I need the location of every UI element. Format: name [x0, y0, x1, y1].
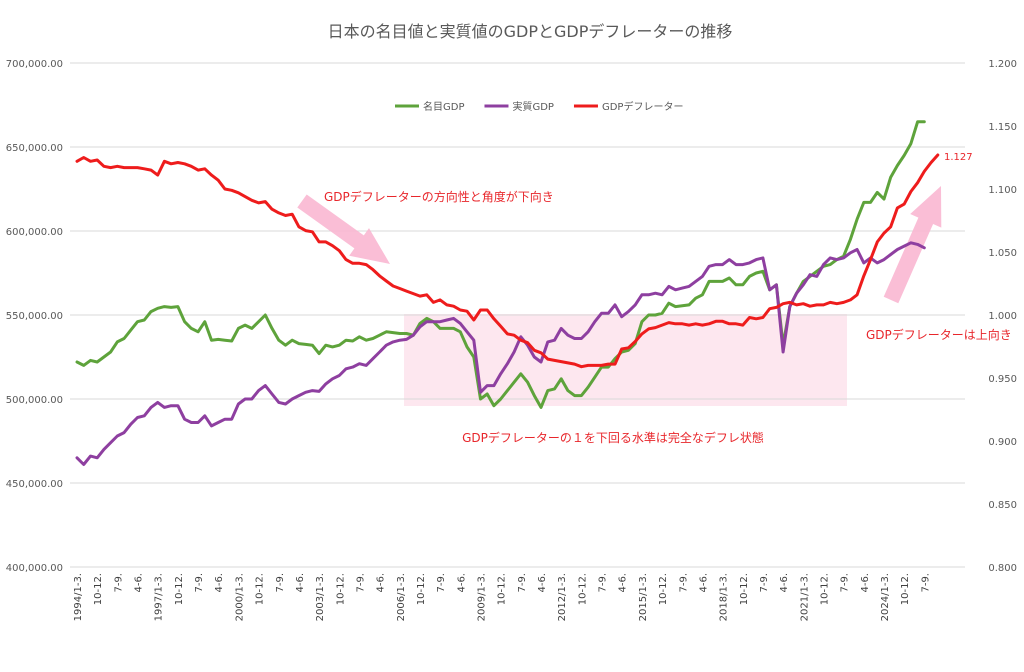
- x-tick-label: 2000/1-3.: [234, 573, 245, 621]
- x-tick-label: 7-9.: [355, 573, 366, 593]
- y-left-tick-label: 550,000.00: [6, 311, 63, 322]
- y-right-tick-label: 1.150: [988, 122, 1017, 133]
- x-tick-label: 2024/1-3.: [880, 573, 891, 621]
- y-right-tick-label: 1.000: [988, 311, 1017, 322]
- x-tick-label: 2003/1-3.: [315, 573, 326, 621]
- x-tick-label: 7-9.: [517, 573, 528, 593]
- x-tick-label: 4-6.: [779, 573, 790, 593]
- x-tick-label: 4-6.: [618, 573, 629, 593]
- y-right-tick-label: 0.850: [988, 500, 1017, 511]
- y-right-tick-label: 1.100: [988, 185, 1017, 196]
- annotation-text: GDPデフレーターの方向性と角度が下向き: [324, 189, 554, 204]
- y-left-tick-label: 600,000.00: [6, 227, 63, 238]
- x-tick-label: 7-9.: [275, 573, 286, 593]
- y-right-tick-label: 1.050: [988, 248, 1017, 259]
- x-tick-label: 4-6.: [376, 573, 387, 593]
- x-tick-label: 2012/1-3.: [557, 573, 568, 621]
- x-tick-label: 10-12.: [335, 573, 346, 605]
- x-tick-label: 4-6.: [456, 573, 467, 593]
- x-tick-label: 2009/1-3.: [477, 573, 488, 621]
- x-tick-label: 10-12.: [577, 573, 588, 605]
- down-trend-arrow: [297, 194, 390, 264]
- x-tick-label: 2006/1-3.: [396, 573, 407, 621]
- x-tick-label: 10-12.: [416, 573, 427, 605]
- y-left-tick-label: 500,000.00: [6, 395, 63, 406]
- deflator-end-label: 1.127: [944, 152, 973, 163]
- y-right-tick-label: 0.800: [988, 563, 1017, 574]
- x-tick-label: 7-9.: [759, 573, 770, 593]
- x-tick-label: 4-6.: [860, 573, 871, 593]
- annotation-text: GDPデフレーターの１を下回る水準は完全なデフレ状態: [462, 430, 764, 445]
- x-tick-label: 2021/1-3.: [799, 573, 810, 621]
- x-tick-label: 10-12.: [900, 573, 911, 605]
- y-left-tick-label: 700,000.00: [6, 59, 63, 70]
- x-tick-label: 1994/1-3.: [73, 573, 84, 621]
- x-tick-label: 4-6.: [698, 573, 709, 593]
- x-tick-label: 4-6.: [214, 573, 225, 593]
- x-tick-label: 7-9.: [113, 573, 124, 593]
- y-left-tick-label: 450,000.00: [6, 479, 63, 490]
- x-tick-label: 10-12.: [93, 573, 104, 605]
- x-tick-label: 7-9.: [436, 573, 447, 593]
- x-tick-label: 10-12.: [819, 573, 830, 605]
- x-tick-label: 1997/1-3.: [154, 573, 165, 621]
- annotation-text: GDPデフレーターは上向き: [866, 327, 1012, 342]
- x-tick-label: 10-12.: [255, 573, 266, 605]
- x-tick-label: 10-12.: [174, 573, 185, 605]
- x-tick-label: 7-9.: [920, 573, 931, 593]
- y-right-tick-label: 1.200: [988, 59, 1017, 70]
- x-tick-label: 7-9.: [194, 573, 205, 593]
- y-left-tick-label: 400,000.00: [6, 563, 63, 574]
- legend-label: 実質GDP: [512, 100, 553, 113]
- chart-title: 日本の名目値と実質値のGDPとGDPデフレーターの推移: [328, 22, 733, 41]
- x-tick-label: 7-9.: [840, 573, 851, 593]
- y-left-tick-label: 650,000.00: [6, 143, 63, 154]
- x-tick-label: 4-6.: [134, 573, 145, 593]
- x-tick-label: 2018/1-3.: [719, 573, 730, 621]
- x-tick-label: 10-12.: [497, 573, 508, 605]
- x-tick-label: 7-9.: [678, 573, 689, 593]
- x-tick-label: 10-12.: [739, 573, 750, 605]
- x-tick-label: 4-6.: [295, 573, 306, 593]
- y-right-tick-label: 0.950: [988, 374, 1017, 385]
- legend-label: 名目GDP: [423, 100, 464, 113]
- x-tick-label: 10-12.: [658, 573, 669, 605]
- series-line-deflator: [75, 153, 940, 369]
- x-tick-label: 7-9.: [598, 573, 609, 593]
- x-tick-label: 2015/1-3.: [638, 573, 649, 621]
- series-line-real-gdp: [75, 241, 926, 466]
- y-right-tick-label: 0.900: [988, 437, 1017, 448]
- legend-label: GDPデフレーター: [602, 100, 683, 113]
- x-tick-label: 4-6.: [537, 573, 548, 593]
